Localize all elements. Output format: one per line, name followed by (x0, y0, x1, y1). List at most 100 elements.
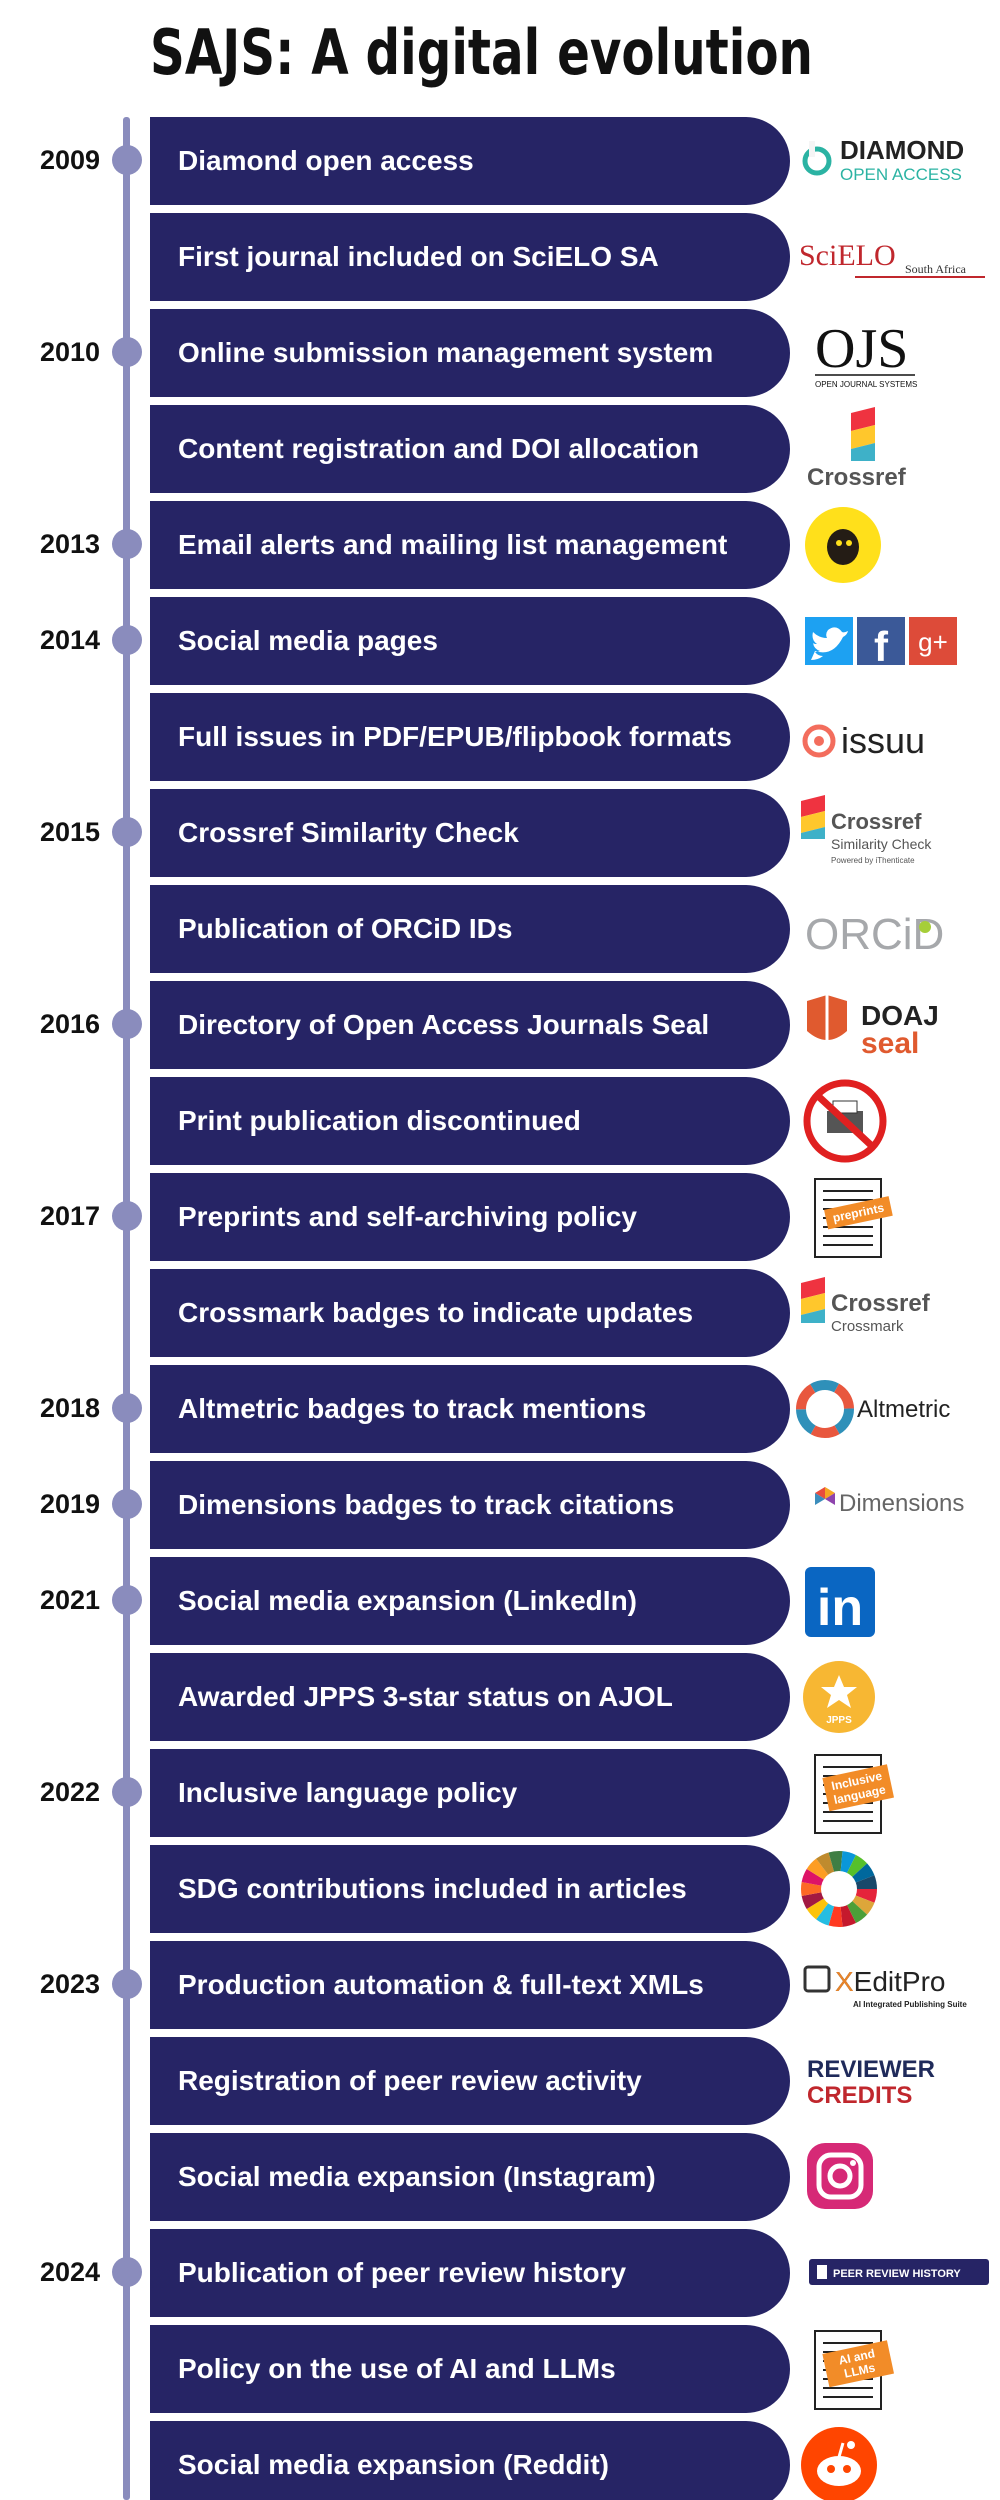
timeline-dot (112, 1585, 142, 1615)
milestone-bar: Online submission management system (150, 309, 790, 397)
timeline-row: SDG contributions included in articles (0, 1845, 1000, 1941)
peer-review-history-badge: PEER REVIEW HISTORY (795, 2229, 995, 2317)
year-label: 2016 (40, 1009, 101, 1039)
svg-text:OPEN ACCESS: OPEN ACCESS (840, 165, 962, 184)
jpps-badge-logo: JPPS (795, 1653, 995, 1741)
timeline-dot (112, 337, 142, 367)
svg-text:AI Integrated Publishing Suite: AI Integrated Publishing Suite (853, 2000, 967, 2009)
timeline-row: 2016 Directory of Open Access Journals Se… (0, 981, 1000, 1077)
svg-text:Crossref: Crossref (831, 1290, 931, 1317)
timeline-dot (112, 145, 142, 175)
timeline-row: 2022 Inclusive language policy Inclusive la… (0, 1749, 1000, 1845)
timeline-row: 2010 Online submission management system O… (0, 309, 1000, 405)
no-print-icon (795, 1077, 995, 1165)
year-label: 2022 (40, 1777, 101, 1807)
svg-text:DIAMOND: DIAMOND (840, 135, 964, 165)
xeditpro-logo: XEditPro X AI Integrated Publishing Suite (795, 1941, 995, 2029)
timeline-row: 2018 Altmetric badges to track mentions Al… (0, 1365, 1000, 1461)
milestone-bar: Preprints and self-archiving policy (150, 1173, 790, 1261)
timeline-row: 2015 Crossref Similarity Check Crossref Sim… (0, 789, 1000, 885)
diamond-open-access-logo: DIAMOND OPEN ACCESS (795, 117, 995, 205)
social-icons-logo: f g+ (795, 597, 995, 685)
svg-text:REVIEWER: REVIEWER (807, 2056, 935, 2083)
svg-text:OPEN JOURNAL SYSTEMS: OPEN JOURNAL SYSTEMS (815, 380, 917, 389)
inclusive-language-document-icon: Inclusive language (795, 1749, 995, 1837)
timeline-row: 2013 Email alerts and mailing list manage… (0, 501, 1000, 597)
milestone-bar: Publication of peer review history (150, 2229, 790, 2317)
milestone-bar: Email alerts and mailing list management (150, 501, 790, 589)
timeline-row: Publication of ORCiD IDs ORCiD (0, 885, 1000, 981)
timeline-row: Awarded JPPS 3-star status on AJOL JPPS (0, 1653, 1000, 1749)
svg-text:ORCiD: ORCiD (805, 910, 944, 959)
timeline-dot (112, 2257, 142, 2287)
year-label: 2013 (40, 529, 101, 559)
doaj-seal-logo: DOAJ seal (795, 981, 995, 1069)
milestone-bar: Policy on the use of AI and LLMs (150, 2325, 790, 2413)
milestone-bar: Print publication discontinued (150, 1077, 790, 1165)
timeline-row: 2017 Preprints and self-archiving policy p… (0, 1173, 1000, 1269)
timeline-row: Social media expansion (Reddit) (0, 2421, 1000, 2500)
svg-text:CREDITS: CREDITS (807, 2082, 912, 2109)
timeline-row: 2021 Social media expansion (LinkedIn) in (0, 1557, 1000, 1653)
svg-text:in: in (817, 1579, 863, 1637)
issuu-logo: issuu (795, 693, 995, 781)
timeline-row: Policy on the use of AI and LLMs AI and LL… (0, 2325, 1000, 2421)
svg-text:Crossref: Crossref (831, 809, 922, 834)
crossref-logo: Crossref (795, 405, 995, 493)
svg-text:X: X (835, 1966, 854, 1997)
svg-text:g+: g+ (918, 627, 948, 657)
svg-text:Crossref: Crossref (807, 464, 907, 491)
year-label: 2019 (40, 1489, 101, 1519)
mailchimp-logo (795, 501, 995, 589)
linkedin-logo: in (795, 1557, 995, 1645)
svg-text:LLMs: LLMs (843, 2360, 877, 2380)
milestone-bar: First journal included on SciELO SA (150, 213, 790, 301)
timeline-dot (112, 1201, 142, 1231)
sdg-wheel-logo (795, 1845, 995, 1933)
dimensions-logo: Dimensions (795, 1461, 995, 1549)
timeline-dot (112, 1777, 142, 1807)
milestone-bar: Inclusive language policy (150, 1749, 790, 1837)
milestone-bar: Crossmark badges to indicate updates (150, 1269, 790, 1357)
page-title: SAJS: A digital evolution (150, 16, 813, 89)
year-label: 2010 (40, 337, 101, 367)
milestone-bar: Publication of ORCiD IDs (150, 885, 790, 973)
timeline-dot (112, 529, 142, 559)
crossref-similarity-logo: Crossref Similarity Check Powered by iThen… (795, 789, 995, 877)
timeline-row: Crossmark badges to indicate updates Cros… (0, 1269, 1000, 1365)
scielo-logo: SciELO South Africa (795, 213, 995, 301)
timeline-dot (112, 817, 142, 847)
milestone-bar: Directory of Open Access Journals Seal (150, 981, 790, 1069)
svg-text:South Africa: South Africa (905, 262, 967, 276)
svg-text:seal: seal (861, 1027, 919, 1060)
timeline-row: 2023 Production automation & full-text XM… (0, 1941, 1000, 2037)
svg-text:Similarity Check: Similarity Check (831, 836, 932, 852)
milestone-bar: Registration of peer review activity (150, 2037, 790, 2125)
timeline-dot (112, 1969, 142, 1999)
milestone-bar: Crossref Similarity Check (150, 789, 790, 877)
milestone-bar: Dimensions badges to track citations (150, 1461, 790, 1549)
year-label: 2014 (40, 625, 101, 655)
svg-text:SciELO: SciELO (799, 239, 896, 272)
orcid-logo: ORCiD (795, 885, 995, 973)
timeline-row: First journal included on SciELO SA SciEL… (0, 213, 1000, 309)
milestone-bar: Social media expansion (LinkedIn) (150, 1557, 790, 1645)
svg-text:Dimensions: Dimensions (839, 1490, 964, 1517)
crossmark-logo: Crossref Crossmark (795, 1269, 995, 1357)
year-label: 2015 (40, 817, 101, 847)
svg-text:issuu: issuu (841, 720, 925, 761)
timeline-row: 2019 Dimensions badges to track citations… (0, 1461, 1000, 1557)
svg-text:JPPS: JPPS (826, 1715, 852, 1726)
milestone-bar: Content registration and DOI allocation (150, 405, 790, 493)
timeline-row: Content registration and DOI allocation C… (0, 405, 1000, 501)
milestone-bar: Social media expansion (Instagram) (150, 2133, 790, 2221)
svg-text:Powered by iThenticate: Powered by iThenticate (831, 856, 915, 865)
timeline-row: 2024 Publication of peer review history PE… (0, 2229, 1000, 2325)
preprints-document-icon: preprints (795, 1173, 995, 1261)
svg-text:DOAJ: DOAJ (861, 1000, 939, 1031)
milestone-bar: Production automation & full-text XMLs (150, 1941, 790, 2029)
timeline-row: Social media expansion (Instagram) (0, 2133, 1000, 2229)
year-label: 2009 (40, 145, 101, 175)
milestone-bar: Social media expansion (Reddit) (150, 2421, 790, 2500)
timeline-dot (112, 625, 142, 655)
